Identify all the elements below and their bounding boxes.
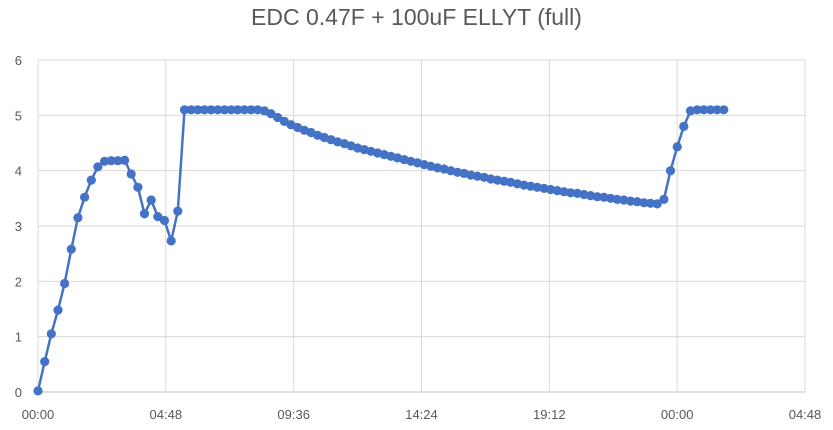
y-tick-label: 1: [15, 330, 22, 345]
data-point: [672, 142, 682, 152]
data-point: [100, 156, 110, 166]
data-point: [46, 329, 56, 339]
data-point: [120, 155, 130, 165]
data-point: [659, 194, 669, 204]
data-point: [652, 199, 662, 209]
data-point: [219, 105, 229, 115]
data-point: [93, 162, 103, 172]
data-point: [179, 105, 190, 115]
data-point: [153, 212, 163, 222]
x-tick-label: 04:48: [150, 407, 183, 422]
tick-labels: 0 1 2 3 4 5 6 00:00 04:48 09:36 14:24 19:12 00:00 04:…: [15, 53, 822, 422]
data-point: [186, 105, 196, 115]
data-point: [113, 156, 123, 166]
data-point: [639, 198, 649, 208]
data-point: [226, 105, 236, 115]
data-point: [133, 182, 143, 192]
data-point: [126, 169, 136, 179]
data-point: [40, 357, 50, 367]
x-tick-label: 19:12: [533, 407, 566, 422]
y-tick-label: 6: [15, 53, 22, 68]
x-tick-label: 00:00: [661, 407, 694, 422]
data-point: [692, 105, 702, 115]
data-point: [106, 156, 116, 166]
x-tick-label: 00:00: [22, 407, 55, 422]
y-tick-label: 0: [15, 385, 22, 400]
data-point: [626, 196, 636, 206]
data-point: [233, 105, 243, 115]
data-point: [53, 305, 63, 315]
data-point: [166, 236, 176, 246]
data-point: [566, 188, 576, 198]
y-tick-label: 3: [15, 219, 22, 234]
data-point: [699, 105, 709, 115]
data-point: [246, 105, 256, 115]
data-point: [146, 195, 156, 205]
data-point: [199, 105, 209, 115]
data-point: [159, 215, 170, 226]
data-point: [80, 192, 90, 202]
y-tick-label: 5: [15, 108, 22, 123]
data-point: [66, 244, 76, 254]
data-point: [719, 105, 729, 115]
gridlines: [37, 59, 806, 393]
data-point: [173, 206, 183, 216]
data-point: [612, 194, 622, 204]
data-point: [645, 198, 656, 208]
data-point: [33, 386, 43, 396]
data-point: [193, 105, 203, 115]
data-point: [60, 278, 70, 289]
data-point: [73, 213, 83, 223]
chart-title: EDC 0.47F + 100uF ELLYT (full): [251, 4, 582, 30]
data-point: [213, 105, 223, 115]
data-point: [206, 105, 216, 115]
y-tick-label: 4: [15, 164, 22, 179]
x-tick-label: 14:24: [405, 407, 438, 422]
data-point: [712, 105, 722, 115]
x-tick-label: 04:48: [789, 407, 822, 422]
data-point: [592, 192, 602, 202]
series-markers: [33, 105, 729, 396]
y-tick-label: 2: [15, 274, 22, 289]
data-point: [86, 175, 96, 185]
data-point: [239, 105, 249, 115]
x-tick-label: 09:36: [277, 407, 310, 422]
data-point: [266, 109, 276, 119]
data-point: [679, 121, 689, 131]
data-point: [665, 166, 676, 176]
data-point: [705, 105, 716, 115]
data-point: [139, 209, 150, 219]
